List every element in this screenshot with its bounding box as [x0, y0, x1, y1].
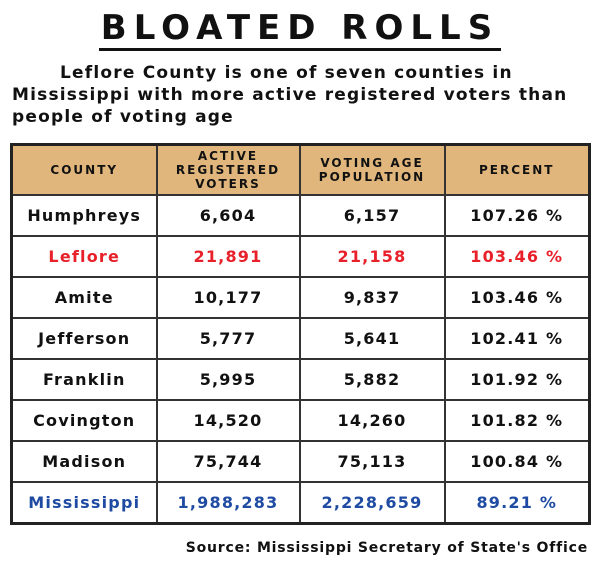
table-cell: 102.41 % — [443, 317, 591, 360]
table-cell: Franklin — [10, 358, 158, 401]
table-cell: Amite — [10, 276, 158, 319]
table-cell: Humphreys — [10, 194, 158, 237]
table-cell: 6,604 — [155, 194, 301, 237]
subtitle: Leflore County is one of seven counties … — [12, 63, 568, 127]
column-header: COUNTY — [10, 143, 158, 196]
table-cell: 5,882 — [298, 358, 446, 401]
table-cell: 103.46 % — [443, 276, 591, 319]
table-row: Leflore 21,891 21,158 103.46 % — [10, 235, 591, 278]
table-cell: 101.92 % — [443, 358, 591, 401]
data-table: COUNTY ACTIVE REGISTERED VOTERS VOTING AGE… — [10, 143, 591, 525]
table-cell: 14,260 — [298, 399, 446, 442]
table-cell: 5,641 — [298, 317, 446, 360]
column-header: VOTING AGE POPULATION — [298, 143, 446, 196]
table-cell: Madison — [10, 440, 158, 483]
table-cell: 5,777 — [155, 317, 301, 360]
table-cell: 10,177 — [155, 276, 301, 319]
table-row: Covington 14,520 14,260 101.82 % — [10, 399, 591, 442]
table-row: Madison 75,744 75,113 100.84 % — [10, 440, 591, 483]
table-cell: 5,995 — [155, 358, 301, 401]
table-cell: Jefferson — [10, 317, 158, 360]
title: BLOATED ROLLS — [0, 8, 600, 51]
table-row: Franklin 5,995 5,882 101.92 % — [10, 358, 591, 401]
table-cell: Leflore — [10, 235, 158, 278]
source-note: Source: Mississippi Secretary of State's… — [185, 540, 588, 556]
table-cell: 103.46 % — [443, 235, 591, 278]
table-cell: 100.84 % — [443, 440, 591, 483]
table-cell: 75,113 — [298, 440, 446, 483]
table-row: Humphreys 6,604 6,157 107.26 % — [10, 194, 591, 237]
table-cell: 89.21 % — [443, 481, 591, 525]
table-cell: 1,988,283 — [155, 481, 301, 525]
table-cell: 21,158 — [298, 235, 446, 278]
table-row: Amite 10,177 9,837 103.46 % — [10, 276, 591, 319]
table-cell: 101.82 % — [443, 399, 591, 442]
table-cell: 9,837 — [298, 276, 446, 319]
table-cell: Covington — [10, 399, 158, 442]
column-header: ACTIVE REGISTERED VOTERS — [155, 143, 301, 196]
table-cell: Mississippi — [10, 481, 158, 525]
table-row: Jefferson 5,777 5,641 102.41 % — [10, 317, 591, 360]
table-cell: 6,157 — [298, 194, 446, 237]
table-row: Mississippi 1,988,283 2,228,659 89.21 % — [10, 481, 591, 525]
table-cell: 21,891 — [155, 235, 301, 278]
table-cell: 107.26 % — [443, 194, 591, 237]
table-cell: 2,228,659 — [298, 481, 446, 525]
column-header: PERCENT — [443, 143, 591, 196]
title-text: BLOATED ROLLS — [98, 8, 502, 51]
table-cell: 75,744 — [155, 440, 301, 483]
table-cell: 14,520 — [155, 399, 301, 442]
